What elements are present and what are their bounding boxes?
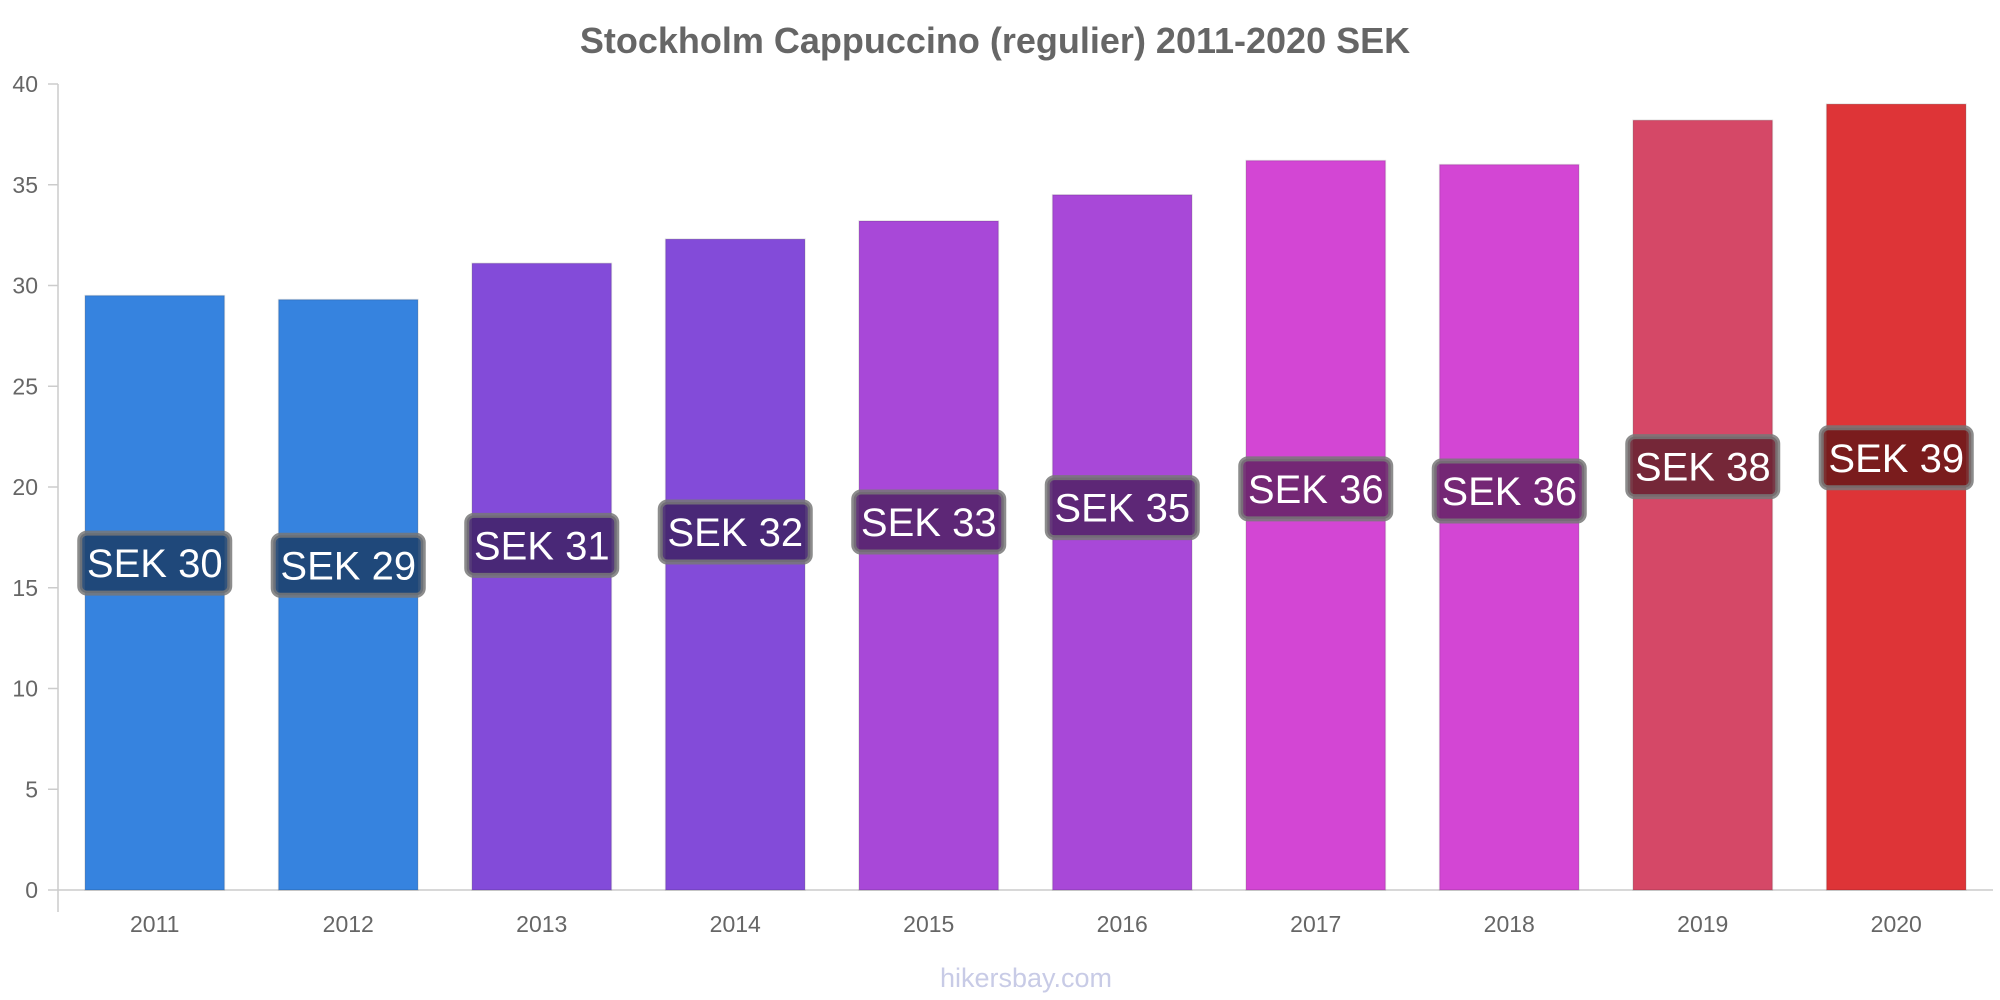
y-tick-label: 20 xyxy=(12,474,38,500)
x-tick-label: 2016 xyxy=(1097,911,1148,937)
bar xyxy=(1245,159,1387,891)
data-label-box xyxy=(1431,458,1587,524)
data-label: SEK 36 xyxy=(1441,470,1577,514)
data-label-box xyxy=(1818,425,1974,491)
x-tick-label: 2017 xyxy=(1290,911,1341,937)
data-label-box xyxy=(464,512,620,578)
x-tick-label: 2018 xyxy=(1484,911,1535,937)
data-label-box xyxy=(1238,456,1394,522)
data-labels: SEK 30 SEK 29 SEK 31 SEK 32 SEK 33 SEK 35 SEK … xyxy=(77,425,1974,598)
bar xyxy=(1438,163,1580,891)
bar xyxy=(1051,194,1193,891)
data-label: SEK 35 xyxy=(1054,487,1190,531)
data-label-box xyxy=(270,532,426,598)
x-tick-label: 2013 xyxy=(516,911,567,937)
watermark: hikersbay.com xyxy=(940,963,1112,993)
bar xyxy=(858,220,1000,891)
data-label: SEK 32 xyxy=(667,511,803,555)
data-label: SEK 39 xyxy=(1828,437,1964,481)
chart-title: Stockholm Cappuccino (regulier) 2011-202… xyxy=(580,20,1410,61)
x-tick-label: 2011 xyxy=(130,911,179,937)
bar xyxy=(1825,103,1967,891)
y-tick-label: 30 xyxy=(12,273,38,299)
x-axis: 2011 2012 2013 2014 2015 2016 2017 2018 2019 2020 xyxy=(58,889,1993,937)
data-label-box xyxy=(77,530,233,596)
y-tick-label: 0 xyxy=(25,877,38,903)
y-tick-label: 40 xyxy=(12,71,38,97)
y-tick-label: 5 xyxy=(25,776,38,802)
x-tick-label: 2015 xyxy=(903,911,954,937)
x-tick-label: 2014 xyxy=(710,911,761,937)
x-tick-label: 2012 xyxy=(323,911,374,937)
y-tick-label: 35 xyxy=(12,172,38,198)
y-tick-label: 25 xyxy=(12,373,38,399)
data-label: SEK 38 xyxy=(1635,446,1771,490)
data-label-box xyxy=(657,499,813,565)
bar xyxy=(664,238,806,891)
y-tick-label: 15 xyxy=(12,575,38,601)
data-label-box xyxy=(851,489,1007,555)
x-tick-label: 2020 xyxy=(1871,911,1922,937)
y-tick-label: 10 xyxy=(12,676,38,702)
data-label: SEK 31 xyxy=(474,524,610,568)
data-label: SEK 29 xyxy=(280,544,416,588)
bar xyxy=(1632,119,1774,891)
data-label-box xyxy=(1625,434,1781,500)
data-label: SEK 33 xyxy=(861,501,997,545)
y-axis: 0 5 10 15 20 25 30 35 40 xyxy=(12,71,59,912)
data-label: SEK 30 xyxy=(87,542,223,586)
data-label: SEK 36 xyxy=(1248,468,1384,512)
x-tick-label: 2019 xyxy=(1677,911,1728,937)
data-label-box xyxy=(1044,475,1200,541)
